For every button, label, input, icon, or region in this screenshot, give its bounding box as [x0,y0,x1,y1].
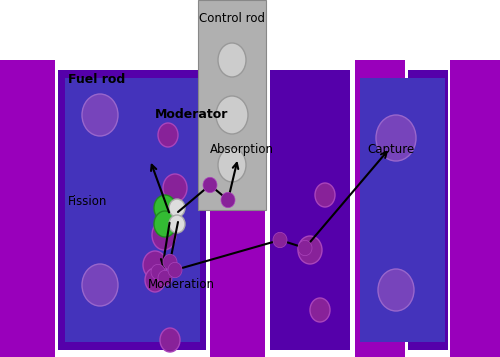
Ellipse shape [169,199,185,217]
Ellipse shape [310,298,330,322]
Bar [355,60,405,357]
Ellipse shape [298,236,322,264]
Text: Fission: Fission [68,195,108,208]
Ellipse shape [158,123,178,147]
Bar [408,70,448,350]
Text: Control rod: Control rod [199,12,265,25]
Ellipse shape [163,174,187,202]
Ellipse shape [143,251,167,279]
Text: Absorption: Absorption [210,143,274,156]
Text: Moderator: Moderator [155,108,228,121]
Ellipse shape [82,94,118,136]
Text: Capture: Capture [367,143,414,156]
Ellipse shape [273,232,287,248]
Ellipse shape [315,183,335,207]
Ellipse shape [151,264,165,280]
Ellipse shape [169,215,185,233]
Bar [65,78,200,342]
Ellipse shape [376,115,416,161]
Ellipse shape [378,269,414,311]
Bar [58,70,206,350]
Ellipse shape [154,195,176,221]
Ellipse shape [160,328,180,352]
Bar [270,70,350,350]
Ellipse shape [154,211,176,237]
Ellipse shape [218,43,246,77]
Ellipse shape [145,268,165,292]
Ellipse shape [216,96,248,134]
Bar [450,60,500,357]
Text: Fuel rod: Fuel rod [68,73,125,86]
Ellipse shape [163,254,177,270]
Bar [210,60,265,357]
Bar [198,0,266,210]
Ellipse shape [203,177,217,193]
Text: Moderation: Moderation [148,278,215,291]
Ellipse shape [168,262,182,278]
Ellipse shape [152,220,176,250]
Ellipse shape [82,264,118,306]
Bar [0,60,55,357]
Bar [360,78,445,342]
Ellipse shape [158,270,172,286]
Ellipse shape [221,192,235,208]
Ellipse shape [218,148,246,182]
Ellipse shape [298,240,312,256]
